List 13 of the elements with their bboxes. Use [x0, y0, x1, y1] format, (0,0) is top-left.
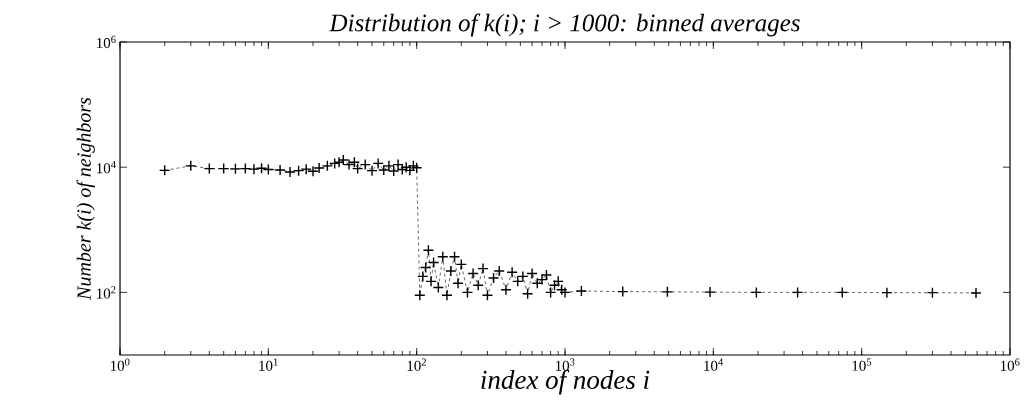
y-tick-label: 10$^{2}$: [97, 286, 116, 299]
x-tick-label: 10$^{5}$: [852, 358, 872, 371]
x-tick-label: 10$^{2}$: [407, 358, 426, 371]
x-tick-label: 10$^{1}$: [259, 358, 278, 371]
y-tick-label: 10$^{4}$: [97, 161, 116, 174]
x-tick-label: 10$^{6}$: [1000, 358, 1020, 371]
x-tick-label: 10$^{0}$: [110, 358, 130, 371]
x-axis-title: index of nodes i: [481, 369, 650, 395]
y-tick-label: 10$^{6}$: [97, 35, 116, 49]
x-tick-label: 10$^{4}$: [704, 358, 724, 371]
x-tick-label: 10$^{3}$: [555, 358, 575, 371]
y-axis-title: Number k(i) of neighbors: [76, 97, 95, 300]
chart-title: Distribution of k(i); i > 1000: binned averages: [329, 13, 800, 37]
